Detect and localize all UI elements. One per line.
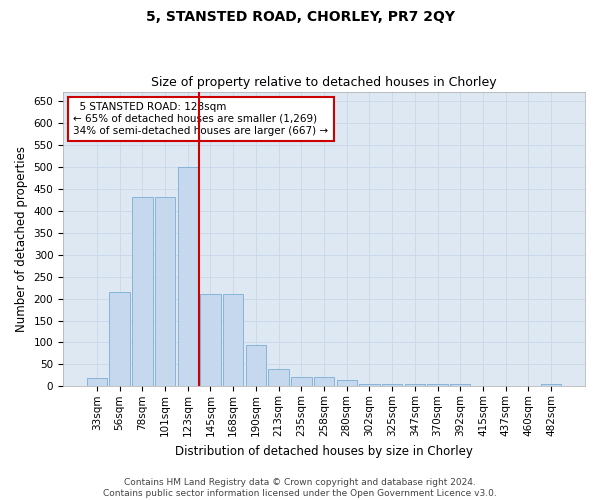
Bar — [427, 384, 448, 386]
Bar — [359, 384, 380, 386]
Text: 5, STANSTED ROAD, CHORLEY, PR7 2QY: 5, STANSTED ROAD, CHORLEY, PR7 2QY — [146, 10, 455, 24]
Y-axis label: Number of detached properties: Number of detached properties — [15, 146, 28, 332]
Title: Size of property relative to detached houses in Chorley: Size of property relative to detached ho… — [151, 76, 497, 90]
Bar — [200, 294, 221, 386]
Bar — [132, 198, 152, 386]
Bar — [245, 344, 266, 387]
Text: Contains HM Land Registry data © Crown copyright and database right 2024.
Contai: Contains HM Land Registry data © Crown c… — [103, 478, 497, 498]
Bar — [337, 380, 357, 386]
Bar — [450, 384, 470, 386]
Bar — [291, 376, 311, 386]
Bar — [268, 369, 289, 386]
Bar — [382, 384, 403, 386]
Bar — [541, 384, 561, 386]
Bar — [178, 166, 198, 386]
Bar — [223, 294, 244, 386]
Bar — [109, 292, 130, 386]
Bar — [314, 376, 334, 386]
Bar — [155, 198, 175, 386]
Bar — [87, 378, 107, 386]
X-axis label: Distribution of detached houses by size in Chorley: Distribution of detached houses by size … — [175, 444, 473, 458]
Text: 5 STANSTED ROAD: 128sqm
← 65% of detached houses are smaller (1,269)
34% of semi: 5 STANSTED ROAD: 128sqm ← 65% of detache… — [73, 102, 329, 136]
Bar — [404, 384, 425, 386]
